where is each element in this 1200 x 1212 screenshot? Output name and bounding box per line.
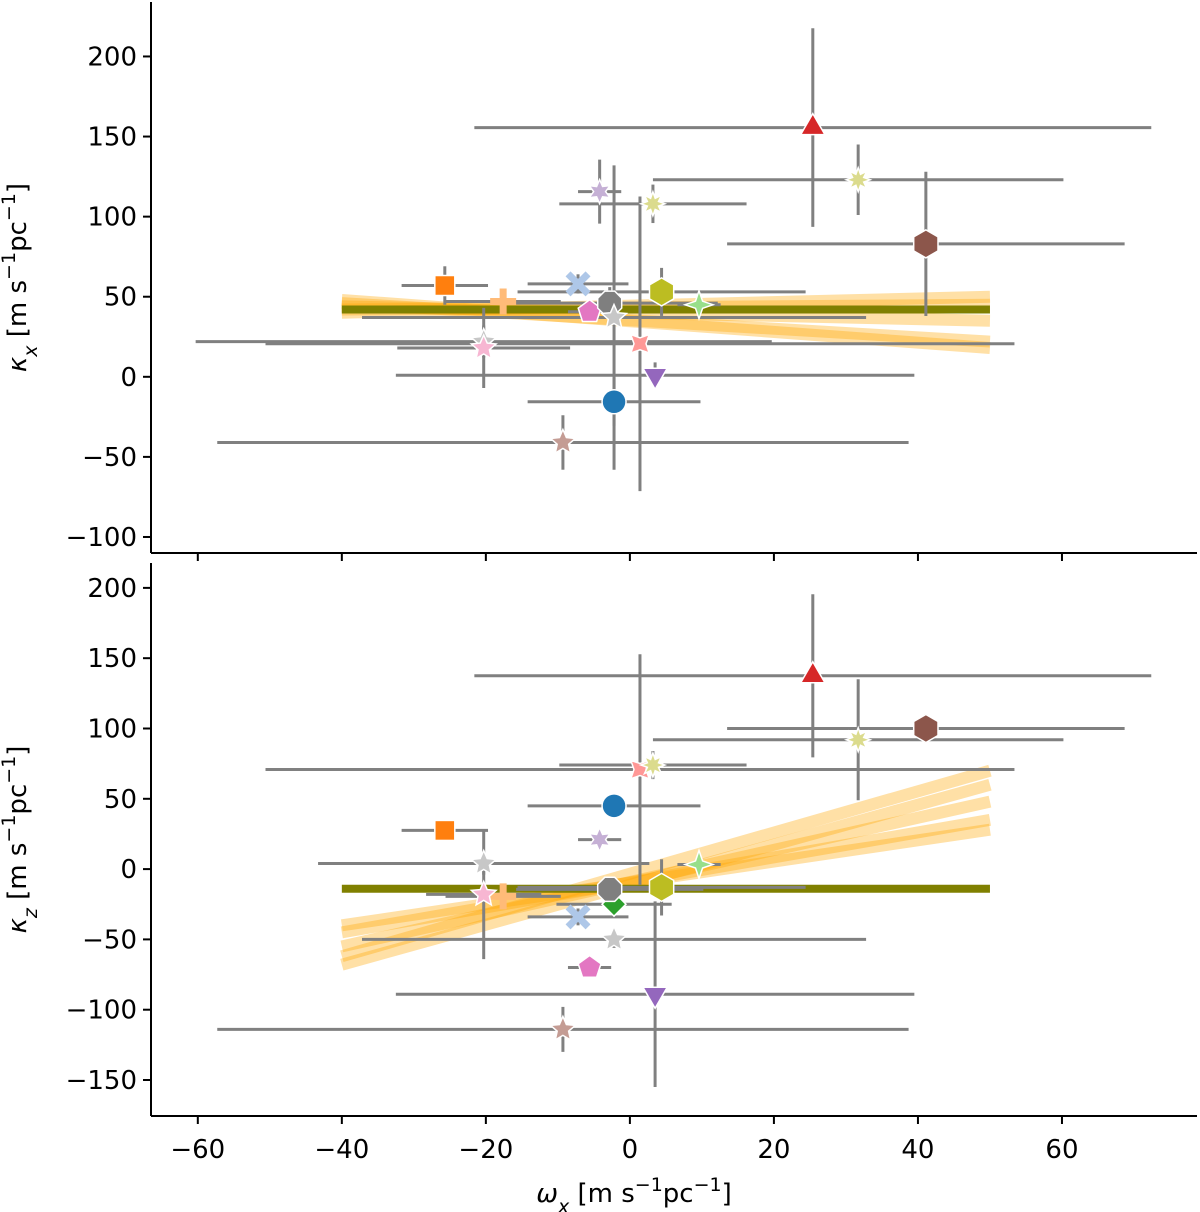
x-tick-label: −40 [314, 1135, 369, 1165]
label-part: ω [536, 1179, 558, 1209]
data-point [638, 750, 668, 780]
data-point [638, 189, 668, 219]
data-point [912, 713, 939, 744]
x-tick-label: −60 [170, 1135, 225, 1165]
x-tick-label: −20 [458, 1135, 513, 1165]
label-part: pc [663, 1179, 694, 1209]
data-point [843, 165, 873, 195]
data-point [577, 954, 602, 978]
y-tick-label: 150 [87, 123, 137, 153]
data-point [469, 848, 498, 876]
data-point [490, 288, 517, 315]
y-tick-label: −100 [66, 523, 137, 553]
plot-area [217, 594, 1152, 1088]
label-part: κ [3, 356, 33, 372]
plot-area [195, 28, 1152, 492]
data-point [548, 1014, 578, 1042]
data-point [490, 883, 517, 910]
label-part: x [557, 1196, 570, 1212]
y-tick-label: 200 [87, 574, 137, 604]
data-point [843, 725, 873, 754]
label-part: [m s [569, 1179, 635, 1209]
label-part: −1 [694, 1174, 722, 1196]
label-part: pc [3, 784, 33, 815]
data-point [641, 986, 669, 1010]
data-point [799, 660, 827, 684]
label-part: ] [722, 1179, 732, 1209]
data-point [682, 848, 716, 881]
data-point [629, 333, 651, 355]
data-point [912, 229, 939, 259]
axis-label: ωx [m s−1pc−1] [536, 1174, 732, 1212]
y-tick-label: 0 [120, 363, 137, 393]
data-point [596, 876, 623, 903]
x-tick-label: 20 [757, 1135, 790, 1165]
data-point [565, 904, 591, 930]
axis-label: κx [m s−1pc−1] [0, 183, 42, 372]
label-part: −1 [0, 252, 20, 280]
label-part: −1 [0, 193, 20, 221]
data-point [799, 112, 827, 136]
data-point [648, 872, 675, 903]
fit-line [340, 778, 992, 971]
y-tick-label: 50 [104, 283, 137, 313]
data-point [548, 427, 578, 455]
label-part: pc [3, 221, 33, 252]
data-point [434, 819, 456, 842]
label-part: ] [3, 746, 33, 756]
label-part: −1 [635, 1174, 663, 1196]
data-point [469, 879, 498, 907]
fit-line [340, 795, 992, 953]
data-point [648, 277, 675, 307]
x-tick-label: 40 [901, 1135, 934, 1165]
y-tick-label: −100 [66, 996, 137, 1026]
label-part: ] [3, 183, 33, 193]
data-point [682, 288, 716, 322]
y-tick-label: 150 [87, 644, 137, 674]
data-point [565, 271, 591, 297]
y-tick-label: −150 [66, 1066, 137, 1096]
data-point [601, 389, 627, 415]
data-point [599, 302, 629, 330]
y-tick-label: 100 [87, 714, 137, 744]
fit-line [340, 764, 992, 963]
y-tick-label: −50 [82, 443, 137, 473]
data-point [469, 333, 498, 361]
label-part: [m s [3, 280, 33, 346]
x-tick-label: 0 [622, 1135, 639, 1165]
data-point [587, 177, 612, 206]
y-tick-label: 200 [87, 42, 137, 72]
data-point [596, 290, 623, 316]
label-part: [m s [3, 843, 33, 909]
label-part: −1 [0, 756, 20, 784]
label-part: −1 [0, 815, 20, 843]
axis-label: κz [m s−1pc−1] [0, 746, 42, 934]
label-part: x [20, 345, 42, 358]
x-tick-label: 60 [1045, 1135, 1078, 1165]
data-point [641, 367, 669, 391]
y-tick-label: −50 [82, 925, 137, 955]
data-point [601, 793, 627, 819]
y-tick-label: 0 [120, 855, 137, 885]
y-tick-label: 100 [87, 203, 137, 233]
data-point [434, 274, 456, 297]
label-part: κ [3, 917, 33, 933]
data-point [599, 924, 629, 952]
y-tick-label: 50 [104, 785, 137, 815]
label-part: z [20, 907, 42, 919]
data-point [587, 825, 612, 854]
